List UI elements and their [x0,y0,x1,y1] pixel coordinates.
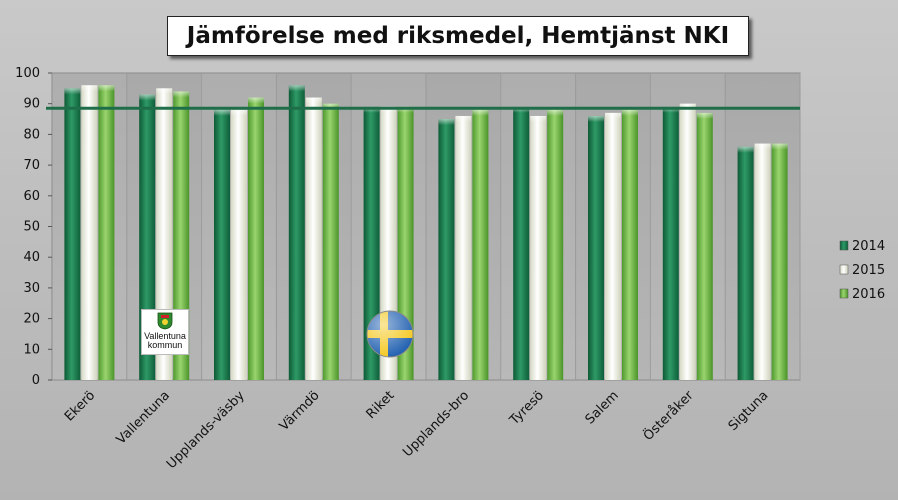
bar-highlight [81,85,98,92]
bar-2016-Upplands-bro [472,109,489,380]
bar-highlight [679,103,696,110]
x-tick-label: Riket [364,388,398,422]
bar-highlight [64,88,81,95]
bar-2016-Sigtuna [771,143,788,380]
bar-highlight [696,112,713,119]
bar-2016-Vallentuna [173,91,190,381]
bar-2015-Ekerö [81,85,98,380]
bar-highlight [438,119,455,126]
vallentuna-kommun-logo: Vallentuna kommun [141,309,189,355]
bar-2016-Värmdö [322,103,339,380]
bar-2016-Salem [622,109,638,380]
y-tick-label: 50 [23,220,40,235]
x-tick-label: Upplands-bro [400,388,472,460]
x-tick-label: Salem [583,388,622,427]
bar-2014-Ekerö [64,88,81,380]
y-tick-label: 60 [23,189,40,204]
legend-swatch-2015 [839,264,849,275]
legend-swatch-2016 [839,288,849,299]
x-tick-label: Vallentuna [114,388,173,447]
y-tick-label: 30 [23,281,40,296]
bar-2014-Salem [588,115,604,380]
bar-2015-Värmdö [305,97,322,380]
bar-2014-Riket [363,106,380,381]
x-tick-label: Upplands-väsby [164,388,248,472]
bar-2016-Riket [397,106,414,381]
bar-highlight [588,115,604,122]
bar-2014-Tyresö [513,106,530,381]
bar-2014-Österåker [662,106,679,381]
y-tick-label: 100 [15,66,40,81]
y-tick-label: 10 [23,342,40,357]
bar-highlight [231,109,247,116]
x-tick-label: Värmdö [277,388,323,434]
y-tick-label: 0 [32,373,40,388]
legend-label-2015: 2015 [852,263,885,278]
y-tick-label: 20 [23,312,40,327]
x-tick-label: Österåker [639,386,697,444]
bar-highlight [139,94,156,101]
bar-2016-Tyresö [547,109,564,380]
bar-highlight [737,146,754,153]
bar-highlight [547,109,564,116]
legend: 2014 2015 2016 [839,239,885,302]
bar-2015-Tyresö [530,115,547,380]
bar-2015-Österåker [679,103,696,380]
y-tick-label: 90 [23,97,40,112]
bar-highlight [156,88,173,95]
bars [64,85,788,381]
bar-2015-Upplands-väsby [231,109,247,380]
y-tick-label: 70 [23,158,40,173]
vallentuna-logo-line2: kommun [147,340,183,350]
bar-highlight [248,97,264,104]
legend-label-2014: 2014 [852,239,885,254]
bar-highlight [305,97,322,104]
bar-highlight [288,85,305,92]
bar-2015-Sigtuna [754,143,771,380]
bar-2014-Vallentuna [139,94,156,381]
bar-highlight [173,91,190,98]
legend-swatch-2014 [839,240,849,251]
y-axis: 0 10 20 30 40 50 60 70 80 90 100 [15,66,52,388]
bar-highlight [622,109,638,116]
bar-2016-Upplands-väsby [248,97,264,380]
bar-highlight [771,143,788,150]
bar-2014-Sigtuna [737,146,754,380]
bar-2016-Österåker [696,112,713,380]
bar-2014-Upplands-väsby [214,109,230,380]
vallentuna-crest-icon [157,312,173,330]
y-tick-label: 40 [23,250,40,265]
bar-highlight [322,103,339,110]
bar-highlight [214,109,230,116]
chart-title: Jämförelse med riksmedel, Hemtjänst NKI [167,16,749,56]
y-tick-label: 80 [23,127,40,142]
legend-label-2016: 2016 [852,287,885,302]
vallentuna-logo-line1: Vallentuna [144,331,186,341]
bar-2016-Ekerö [98,85,115,380]
bar-highlight [754,143,771,150]
bar-2014-Upplands-bro [438,119,455,381]
bar-2015-Upplands-bro [455,115,472,380]
bar-2015-Vallentuna [156,88,173,380]
bar-highlight [530,115,547,122]
sweden-flag-icon [366,310,414,358]
bar-2014-Värmdö [288,85,305,380]
x-tick-label: Ekerö [62,388,98,424]
x-tick-label: Sigtuna [726,388,772,434]
bar-2015-Salem [605,112,621,380]
bar-highlight [98,85,115,92]
bar-highlight [605,112,621,119]
x-tick-label: Tyresö [506,388,547,429]
bar-highlight [472,109,489,116]
bar-highlight [455,115,472,122]
